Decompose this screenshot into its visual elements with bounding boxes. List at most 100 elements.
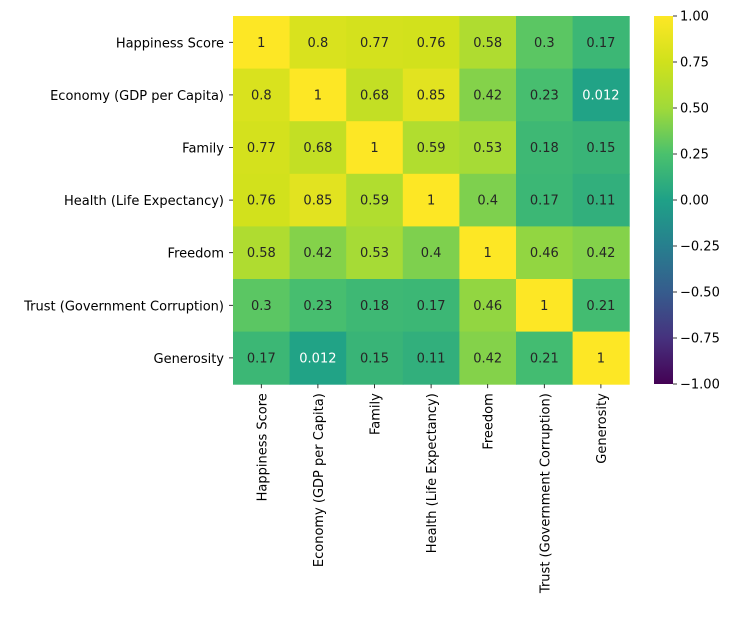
x-tick-labels: Happiness Score Economy (GDP per Capita) F…	[255, 384, 610, 594]
x-tick-label-health-life-expectancy: Health (Life Expectancy)	[425, 393, 440, 553]
cell-4-2	[346, 226, 404, 280]
cell-label-2-6: 0.15	[586, 141, 615, 156]
x-tick-label-freedom: Freedom	[482, 393, 497, 449]
cell-1-1	[289, 68, 347, 122]
heatmap-cell-labels: 1 0.8 0.77 0.76 0.58 0.3 0.17 0.8 1 0.68 0.85 0.42 0…	[247, 36, 620, 367]
cell-5-2	[346, 279, 404, 333]
y-tick-label-generosity: Generosity	[154, 352, 225, 367]
cell-4-5	[516, 226, 574, 280]
cell-label-0-1: 0.8	[308, 36, 329, 51]
cell-label-4-0: 0.58	[247, 246, 276, 261]
cell-label-2-1: 0.68	[303, 141, 332, 156]
y-tick-label-health-life-expectancy: Health (Life Expectancy)	[64, 194, 224, 209]
cell-label-2-2: 1	[370, 141, 378, 156]
cell-label-6-5: 0.21	[530, 351, 559, 366]
cell-label-0-5: 0.3	[534, 36, 555, 51]
cell-label-6-1: 0.012	[299, 351, 336, 366]
cell-6-1	[289, 331, 347, 385]
cell-label-1-4: 0.42	[473, 88, 502, 103]
cell-label-0-4: 0.58	[473, 36, 502, 51]
cell-label-5-6: 0.21	[586, 299, 615, 314]
cell-label-5-5: 1	[540, 299, 548, 314]
cell-4-1	[289, 226, 347, 280]
cell-label-0-2: 0.77	[360, 36, 389, 51]
x-tick-label-generosity: Generosity	[595, 393, 610, 464]
cell-0-2	[346, 16, 404, 70]
cell-2-3	[402, 121, 460, 175]
cell-1-4	[459, 68, 517, 122]
y-tick-labels: Happiness Score Economy (GDP per Capita) F…	[23, 36, 233, 367]
cell-3-3	[402, 173, 460, 227]
cell-label-3-0: 0.76	[247, 194, 276, 209]
cell-4-4	[459, 226, 517, 280]
cell-label-1-2: 0.68	[360, 88, 389, 103]
cell-2-5	[516, 121, 574, 175]
cell-6-0	[233, 331, 291, 385]
cell-label-1-0: 0.8	[251, 88, 272, 103]
cell-1-5	[516, 68, 574, 122]
cell-0-5	[516, 16, 574, 70]
cell-2-0	[233, 121, 291, 175]
colorbar-tick-label-2: 0.50	[680, 102, 709, 117]
cell-label-4-5: 0.46	[530, 246, 559, 261]
cell-label-1-6: 0.012	[582, 88, 619, 103]
cell-label-5-2: 0.18	[360, 299, 389, 314]
cell-label-0-0: 1	[257, 36, 265, 51]
x-tick-label-family: Family	[369, 393, 384, 435]
cell-4-3	[402, 226, 460, 280]
colorbar-tick-label-4: 0.00	[680, 194, 709, 209]
cell-3-0	[233, 173, 291, 227]
cell-label-6-2: 0.15	[360, 351, 389, 366]
cell-0-4	[459, 16, 517, 70]
colorbar-tick-label-7: −0.75	[680, 332, 720, 347]
cell-label-2-0: 0.77	[247, 141, 276, 156]
cell-label-6-0: 0.17	[247, 351, 276, 366]
cell-1-3	[402, 68, 460, 122]
cell-label-5-4: 0.46	[473, 299, 502, 314]
cell-1-6	[572, 68, 630, 122]
cell-label-3-6: 0.11	[586, 194, 615, 209]
cell-label-4-2: 0.53	[360, 246, 389, 261]
cell-0-1	[289, 16, 347, 70]
cell-3-6	[572, 173, 630, 227]
cell-5-4	[459, 279, 517, 333]
cell-label-4-3: 0.4	[421, 246, 442, 261]
cell-3-1	[289, 173, 347, 227]
cell-5-6	[572, 279, 630, 333]
cell-2-2	[346, 121, 404, 175]
cell-label-2-3: 0.59	[417, 141, 446, 156]
colorbar-tick-label-0: 1.00	[680, 10, 709, 25]
cell-3-5	[516, 173, 574, 227]
cell-label-5-0: 0.3	[251, 299, 272, 314]
cell-5-5	[516, 279, 574, 333]
cell-label-1-1: 1	[314, 88, 322, 103]
cell-2-4	[459, 121, 517, 175]
y-tick-label-freedom: Freedom	[168, 247, 224, 262]
cell-label-3-3: 1	[427, 194, 435, 209]
cell-2-6	[572, 121, 630, 175]
cell-5-1	[289, 279, 347, 333]
cell-label-4-1: 0.42	[303, 246, 332, 261]
cell-label-0-3: 0.76	[417, 36, 446, 51]
cell-label-1-5: 0.23	[530, 88, 559, 103]
cell-label-6-3: 0.11	[417, 351, 446, 366]
cell-label-1-3: 0.85	[417, 88, 446, 103]
x-tick-label-trust-government-corruption: Trust (Government Corruption)	[538, 393, 553, 594]
cell-label-2-4: 0.53	[473, 141, 502, 156]
cell-label-6-4: 0.42	[473, 351, 502, 366]
heatmap-cells	[233, 16, 630, 385]
cell-label-3-4: 0.4	[477, 194, 498, 209]
colorbar-tick-label-1: 0.75	[680, 56, 709, 71]
cell-label-5-1: 0.23	[303, 299, 332, 314]
colorbar-tick-label-3: 0.25	[680, 148, 709, 163]
cell-label-4-4: 1	[484, 246, 492, 261]
colorbar	[654, 16, 673, 384]
cell-label-5-3: 0.17	[417, 299, 446, 314]
colorbar-tick-label-6: −0.50	[680, 286, 720, 301]
cell-3-2	[346, 173, 404, 227]
cell-4-0	[233, 226, 291, 280]
cell-label-3-5: 0.17	[530, 194, 559, 209]
cell-6-5	[516, 331, 574, 385]
y-tick-label-happiness-score: Happiness Score	[116, 36, 224, 51]
